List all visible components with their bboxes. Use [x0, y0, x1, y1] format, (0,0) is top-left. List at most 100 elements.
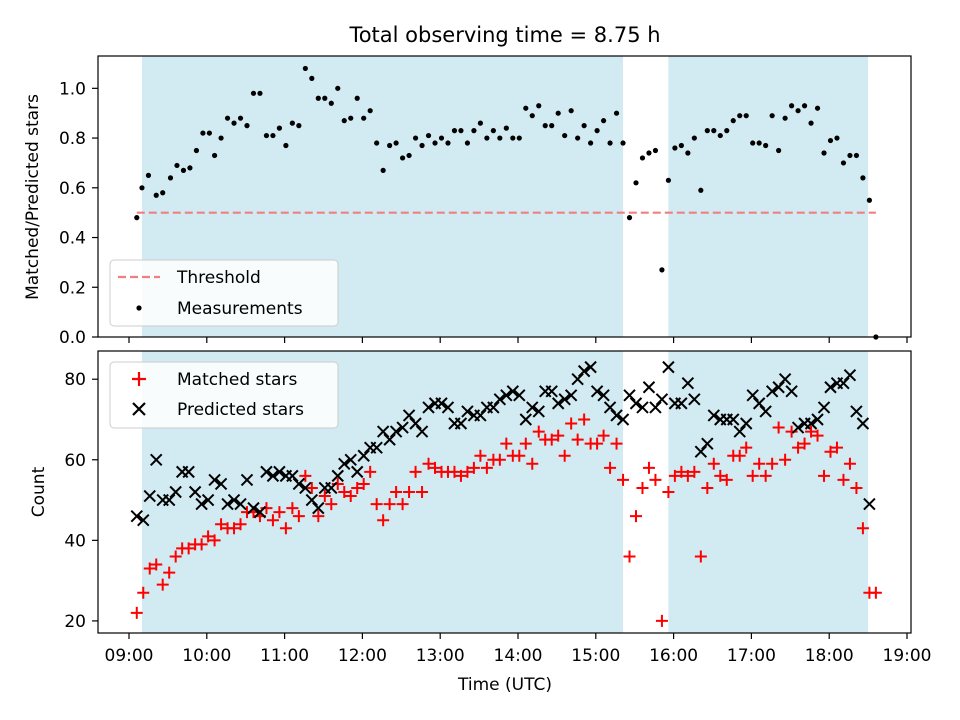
- bottom-y-axis-label: Count: [29, 466, 49, 517]
- matched-star-point: [746, 469, 759, 482]
- predicted-star-point: [182, 465, 195, 479]
- measurement-point: [335, 85, 341, 91]
- measurement-point: [542, 123, 548, 129]
- x-tick-label: 16:00: [649, 646, 698, 666]
- measurement-point: [419, 142, 425, 149]
- predicted-star-point: [169, 485, 182, 499]
- bottom-y-tick-label: 60: [64, 451, 86, 471]
- matched-star-point: [733, 449, 746, 462]
- predicted-star-point: [772, 381, 785, 394]
- predicted-star-point: [286, 469, 299, 483]
- predicted-star-point: [655, 393, 669, 406]
- predicted-star-point: [824, 381, 837, 394]
- measurement-point: [180, 167, 187, 173]
- matched-star-point: [351, 481, 364, 494]
- legend-matched-label: Matched stars: [177, 370, 297, 390]
- matched-star-point: [779, 453, 792, 466]
- measurement-point: [445, 140, 451, 146]
- measurement-point: [827, 137, 834, 144]
- top-y-axis-label: Matched/Predicted stars: [23, 94, 43, 300]
- legend-measurements-label: Measurements: [177, 299, 303, 319]
- matched-star-point: [370, 498, 383, 511]
- matched-star-point: [532, 425, 545, 438]
- bottom-x-ticks: 09:00 10:00 11:00 12:00 13:00 14:00 15:00 16:00…: [105, 633, 932, 666]
- bottom-y-tick-label: 40: [64, 531, 86, 551]
- predicted-star-point: [811, 413, 824, 426]
- matched-star-point: [500, 437, 513, 450]
- matched-star-point: [130, 606, 143, 619]
- matched-star-point: [377, 514, 390, 527]
- matched-star-point: [318, 490, 331, 503]
- matched-star-point: [422, 457, 435, 470]
- bottom-observing-windows: [141, 351, 869, 633]
- bottom-y-tick-label: 80: [64, 370, 86, 390]
- predicted-star-point: [740, 417, 753, 430]
- matched-star-point: [292, 510, 305, 523]
- predicted-star-point: [305, 493, 319, 507]
- matched-star-point: [137, 586, 150, 599]
- matched-star-point: [811, 429, 824, 442]
- measurement-point: [387, 142, 393, 149]
- predicted-star-point: [493, 393, 507, 406]
- matched-stars-points: [130, 413, 882, 627]
- legend-predicted-label: Predicted stars: [177, 400, 304, 420]
- predicted-star-point: [590, 385, 604, 398]
- measurement-point: [289, 120, 295, 126]
- matched-star-point: [390, 486, 403, 498]
- measurement-point: [367, 108, 373, 114]
- measurement-point: [134, 215, 140, 221]
- matched-star-point: [850, 481, 863, 494]
- measurement-point: [549, 123, 555, 129]
- measurement-point: [639, 155, 646, 161]
- matched-star-point: [629, 510, 642, 523]
- matched-star-point: [286, 502, 299, 515]
- predicted-star-point: [344, 453, 357, 466]
- observing-window-2: [668, 56, 869, 337]
- matched-star-point: [182, 542, 195, 555]
- matched-star-point: [766, 457, 779, 470]
- top-plot-frame: [97, 55, 912, 338]
- matched-star-point: [571, 433, 584, 446]
- matched-star-point: [805, 425, 818, 438]
- predicted-star-point: [201, 493, 215, 507]
- top-legend: Threshold Measurements: [109, 259, 339, 327]
- measurement-point: [776, 147, 782, 154]
- predicted-star-point: [227, 493, 241, 507]
- predicted-star-point: [266, 469, 280, 483]
- measurement-point: [737, 113, 743, 119]
- measurement-point: [503, 125, 509, 131]
- matched-star-point: [694, 550, 707, 563]
- matched-star-point: [552, 429, 565, 442]
- bottom-y-tick-label: 20: [64, 612, 86, 632]
- matched-star-point: [688, 465, 701, 478]
- measurement-point: [380, 167, 386, 173]
- matched-star-point: [474, 449, 487, 462]
- matched-star-point: [461, 465, 474, 478]
- measurement-point: [866, 197, 872, 203]
- bottom-y-ticks: 20 40 60 80: [64, 370, 98, 632]
- predicted-star-point: [253, 505, 267, 519]
- matched-star-point: [429, 461, 442, 474]
- predicted-star-point: [454, 417, 468, 430]
- measurement-point: [237, 115, 244, 121]
- predicted-star-point: [577, 364, 591, 378]
- measurement-point: [432, 140, 438, 146]
- predicted-star-point: [260, 465, 273, 479]
- measurement-point: [769, 113, 775, 119]
- measurement-point: [730, 118, 736, 124]
- predicted-star-point: [247, 501, 260, 515]
- matched-star-point: [604, 461, 617, 474]
- matched-star-point: [364, 465, 377, 478]
- predicted-star-point: [214, 477, 228, 491]
- predicted-star-point: [357, 449, 370, 462]
- measurement-point: [309, 75, 315, 81]
- matched-star-point: [636, 481, 649, 494]
- matched-star-point: [818, 469, 831, 482]
- matched-star-point: [169, 550, 182, 563]
- measurement-point: [218, 135, 224, 141]
- predicted-star-point: [137, 513, 150, 527]
- measurement-point: [840, 160, 847, 166]
- matched-star-point: [642, 461, 655, 474]
- matched-star-point: [740, 441, 753, 454]
- measurement-point: [361, 115, 367, 121]
